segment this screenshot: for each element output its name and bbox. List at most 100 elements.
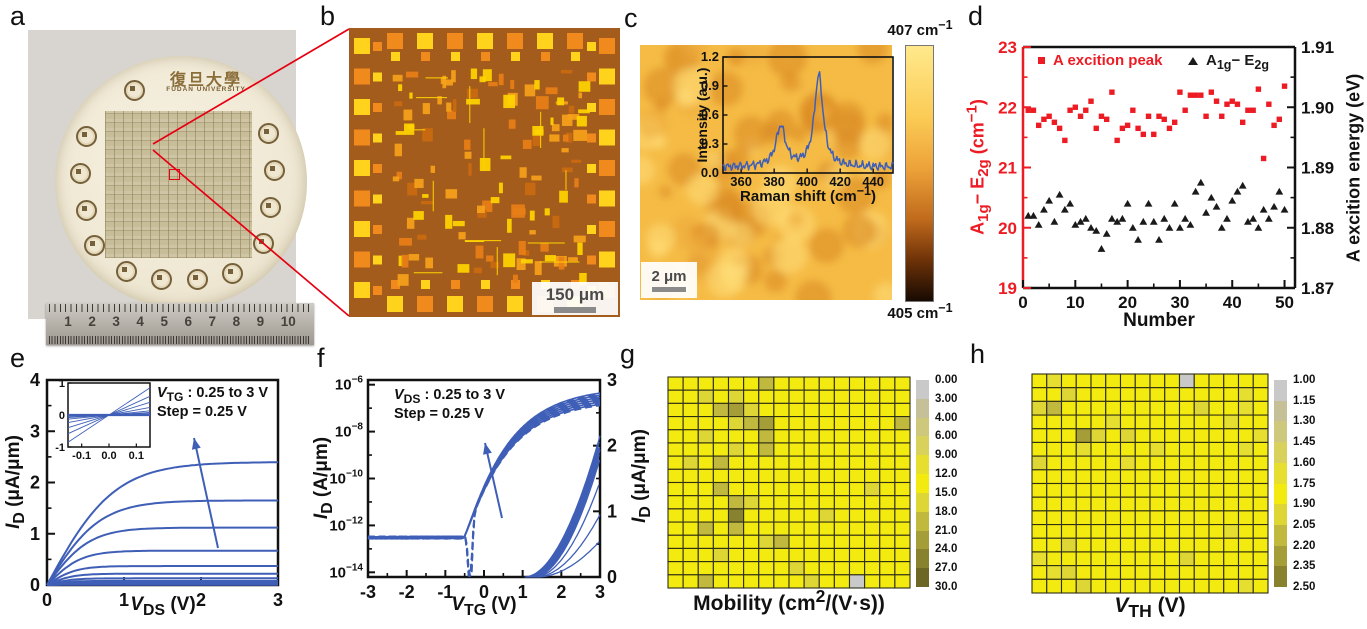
svg-text:10−14: 10−14 (329, 562, 363, 581)
raman-spectrum-inset-chart: 360 380 400 420 440 0.0 0.3 0.6 0.9 1.2 (701, 49, 894, 189)
svg-text:0: 0 (59, 410, 65, 422)
ruler-number: 9 (256, 314, 265, 329)
e-annotation: VTG : 0.25 to 3 V Step = 0.25 V (157, 384, 268, 422)
svg-text:400: 400 (796, 174, 818, 189)
colorbar-segment (1274, 545, 1287, 567)
ruler-number: 7 (208, 314, 217, 329)
legend-a1g-e2g-label: A1g− E2g (1206, 52, 1269, 72)
svg-text:0.1: 0.1 (129, 450, 144, 462)
svg-text:1.90: 1.90 (1301, 98, 1334, 117)
panel-label-b: b (320, 1, 336, 31)
svg-text:420: 420 (829, 174, 851, 189)
svg-text:23: 23 (998, 38, 1017, 57)
university-seal-logo (253, 233, 274, 254)
svg-text:0: 0 (42, 590, 52, 610)
svg-text:10−8: 10−8 (335, 422, 364, 441)
panel-label-e: e (10, 343, 26, 373)
svg-text:0: 0 (30, 575, 40, 595)
colorbar-segment (1274, 504, 1287, 525)
ruler-number: 4 (136, 314, 144, 329)
raman-colorbar (905, 45, 934, 302)
svg-text:1.2: 1.2 (701, 49, 719, 64)
f-annotation: VDS : 0.25 to 3 V Step = 0.25 V (394, 386, 505, 424)
e-y-axis-label: ID (μA/μm) (3, 435, 28, 529)
scale-bar-b: 150 μm (532, 282, 618, 315)
svg-text:10−10: 10−10 (329, 469, 363, 488)
colorbar-label: 18.0 (935, 505, 958, 518)
svg-text:10−6: 10−6 (335, 375, 364, 394)
panel-e-output-curves: 0 1 2 3 0 1 2 3 4 1 0 -1 -0.1 0.0 0.1 VTG : 0.25 to 3 … (0, 340, 310, 629)
ruler-number: 3 (112, 314, 120, 329)
scale-bar-b-bar (554, 306, 596, 313)
svg-text:22: 22 (998, 98, 1017, 117)
svg-text:1: 1 (119, 590, 129, 610)
colorbar-segment (1274, 421, 1287, 443)
svg-text:440: 440 (862, 174, 884, 189)
legend-red-square-marker (1038, 57, 1045, 64)
colorbar-label: 24.0 (935, 543, 958, 556)
wafer-university-name-en: FUDAN UNIVERSITY (166, 86, 246, 93)
svg-text:1.88: 1.88 (1301, 219, 1334, 238)
colorbar-segment (916, 380, 929, 399)
svg-text:1.87: 1.87 (1301, 279, 1334, 298)
university-seal-logo (70, 163, 91, 184)
scale-bar-c: 2 μm (641, 262, 697, 298)
colorbar-label: 3.00 (935, 392, 958, 405)
scale-bar-c-bar (652, 287, 686, 292)
svg-text:10: 10 (1066, 293, 1085, 312)
university-seal-logo (151, 269, 172, 290)
ruler-number: 6 (184, 314, 193, 329)
svg-text:1.91: 1.91 (1301, 38, 1334, 57)
svg-text:0: 0 (479, 582, 489, 602)
mobility-colorbar (916, 380, 929, 587)
svg-text:-3: -3 (360, 582, 376, 602)
university-seal-logo (76, 200, 97, 221)
colorbar-segment (916, 549, 929, 569)
svg-text:4: 4 (30, 370, 40, 390)
svg-text:3: 3 (607, 370, 617, 390)
raman-colorbar-min-label: 405 cm−1 (887, 301, 953, 322)
colorbar-label: 27.0 (935, 562, 958, 575)
raman-inset-ylabel: Intensity (a.u.) (694, 67, 710, 163)
svg-text:0.9: 0.9 (701, 78, 719, 93)
panel-f-transfer-curves: -3 -2 -1 0 1 2 3 10−6 10−8 10−10 10−12 10−14 0 1 2 3 VD… (310, 340, 660, 629)
svg-text:1: 1 (518, 582, 528, 602)
colorbar-label: 1.90 (1293, 498, 1316, 511)
raman-inset-xlabel: Raman shift (cm−1) (740, 184, 876, 205)
svg-text:2: 2 (607, 436, 617, 456)
colorbar-label: 6.00 (935, 430, 958, 443)
e-annotation-line2: Step = 0.25 V (157, 404, 247, 420)
colorbar-segment (1274, 524, 1287, 546)
f-x-axis-label: VTG (V) (451, 594, 517, 619)
svg-text:30: 30 (1170, 293, 1189, 312)
svg-text:21: 21 (998, 159, 1017, 178)
panel-label-c: c (624, 3, 638, 33)
svg-text:360: 360 (730, 174, 752, 189)
svg-text:0.0: 0.0 (701, 165, 719, 180)
university-seal-logo (116, 261, 137, 282)
colorbar-segment (1274, 462, 1287, 484)
colorbar-segment (1274, 400, 1287, 422)
university-seal-logo (76, 126, 97, 147)
colorbar-label: 0.00 (935, 374, 958, 386)
svg-text:-2: -2 (399, 582, 415, 602)
svg-text:-1: -1 (55, 442, 65, 454)
svg-text:2: 2 (556, 582, 566, 602)
scale-bar-b-label: 150 μm (545, 284, 605, 304)
ruler-numbers: 1 2 3 4 5 6 7 8 9 10 (46, 314, 314, 329)
colorbar-label: 1.15 (1293, 394, 1316, 407)
d-x-axis-label: Number (1123, 310, 1195, 331)
svg-text:20: 20 (1118, 293, 1137, 312)
vth-colorbar (1274, 380, 1287, 588)
d-right-axis-label: A excition energy (eV) (1343, 73, 1364, 263)
colorbar-label: 2.50 (1293, 581, 1316, 593)
colorbar-segment (916, 436, 929, 456)
mobility-heatmap (667, 376, 911, 589)
colorbar-segment (916, 511, 929, 531)
panel-label-d: d (968, 1, 984, 31)
ruler-number: 2 (88, 314, 96, 329)
colorbar-label: 9.00 (935, 449, 958, 462)
colorbar-label: 1.75 (1293, 477, 1316, 490)
f-annotation-line2: Step = 0.25 V (394, 406, 484, 422)
ruler-number: 10 (280, 314, 296, 329)
